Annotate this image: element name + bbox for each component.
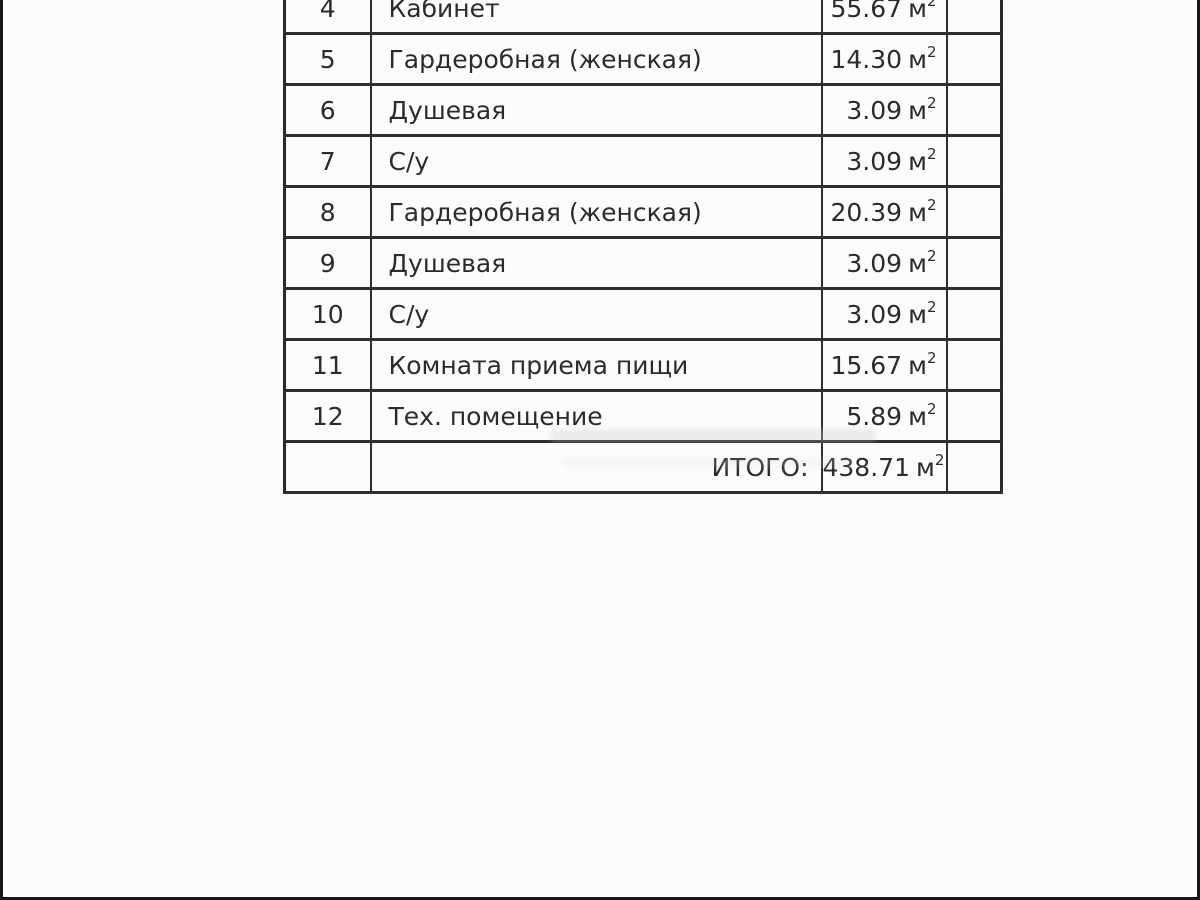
area-value: 3.09	[846, 146, 903, 176]
room-name-cell: С/у	[369, 287, 823, 341]
empty-cell	[945, 338, 1003, 392]
table-row: 10 С/у 3.09 м2	[283, 287, 1003, 341]
total-area-cell: 438.71 м2	[820, 440, 948, 494]
room-number-cell: 6	[283, 83, 372, 137]
area-value: 5.89	[846, 401, 903, 431]
area-unit-superscript: 2	[926, 0, 937, 11]
room-area-cell: 3.09 м2	[820, 83, 948, 137]
area-value: 438.71	[822, 452, 910, 482]
room-area-table: 4 Кабинет 55.67 м2 5 Гардеробная (женская…	[283, 0, 1003, 494]
area-unit: м	[908, 44, 927, 74]
room-name-cell: Гардеробная (женская)	[369, 32, 823, 86]
area-value: 15.67	[830, 350, 903, 380]
area-value: 3.09	[846, 299, 903, 329]
room-number-cell: 10	[283, 287, 372, 341]
area-unit-superscript: 2	[926, 196, 937, 215]
area-unit-superscript: 2	[926, 298, 937, 317]
table-row-total: ИТОГО: 438.71 м2	[283, 440, 1003, 494]
area-unit-superscript: 2	[926, 94, 937, 113]
table-row: 11 Комната приема пищи 15.67 м2	[283, 338, 1003, 392]
table-row: 7 С/у 3.09 м2	[283, 134, 1003, 188]
area-value: 20.39	[830, 197, 903, 227]
room-name-cell: Душевая	[369, 83, 823, 137]
empty-cell	[945, 389, 1003, 443]
area-unit: м	[908, 401, 927, 431]
area-value: 55.67	[830, 0, 903, 23]
room-area-cell: 15.67 м2	[820, 338, 948, 392]
room-name-cell: Душевая	[369, 236, 823, 290]
room-number-cell: 8	[283, 185, 372, 239]
table-row: 6 Душевая 3.09 м2	[283, 83, 1003, 137]
table-row: 12 Тех. помещение 5.89 м2	[283, 389, 1003, 443]
room-area-cell: 3.09 м2	[820, 236, 948, 290]
table-row: 4 Кабинет 55.67 м2	[283, 0, 1003, 35]
empty-cell	[945, 134, 1003, 188]
room-name-cell: Кабинет	[369, 0, 823, 35]
total-label-cell: ИТОГО:	[369, 440, 823, 494]
area-unit-superscript: 2	[926, 247, 937, 266]
area-unit-superscript: 2	[926, 145, 937, 164]
area-unit-superscript: 2	[934, 451, 945, 470]
area-unit: м	[908, 197, 927, 227]
empty-cell	[945, 236, 1003, 290]
room-number-cell: 5	[283, 32, 372, 86]
room-number-cell: 11	[283, 338, 372, 392]
room-area-cell: 5.89 м2	[820, 389, 948, 443]
room-name-cell: Тех. помещение	[369, 389, 823, 443]
area-unit-superscript: 2	[926, 43, 937, 62]
area-value: 3.09	[846, 248, 903, 278]
table-row: 5 Гардеробная (женская) 14.30 м2	[283, 32, 1003, 86]
area-unit: м	[908, 350, 927, 380]
area-unit: м	[908, 95, 927, 125]
area-unit-superscript: 2	[926, 349, 937, 368]
empty-cell	[945, 0, 1003, 35]
area-value: 3.09	[846, 95, 903, 125]
empty-cell	[945, 32, 1003, 86]
table-row: 8 Гардеробная (женская) 20.39 м2	[283, 185, 1003, 239]
area-unit-superscript: 2	[926, 400, 937, 419]
area-unit: м	[908, 299, 927, 329]
room-area-cell: 3.09 м2	[820, 287, 948, 341]
room-name-cell: Гардеробная (женская)	[369, 185, 823, 239]
room-area-cell: 3.09 м2	[820, 134, 948, 188]
room-number-cell: 4	[283, 0, 372, 35]
area-value: 14.30	[830, 44, 903, 74]
room-area-cell: 20.39 м2	[820, 185, 948, 239]
room-number-cell	[283, 440, 372, 494]
empty-cell	[945, 287, 1003, 341]
room-area-cell: 55.67 м2	[820, 0, 948, 35]
empty-cell	[945, 83, 1003, 137]
empty-cell	[945, 440, 1003, 494]
area-unit: м	[908, 146, 927, 176]
table-row: 9 Душевая 3.09 м2	[283, 236, 1003, 290]
room-name-cell: С/у	[369, 134, 823, 188]
area-unit: м	[908, 248, 927, 278]
area-unit: м	[908, 0, 927, 23]
room-number-cell: 12	[283, 389, 372, 443]
area-unit: м	[915, 452, 935, 482]
room-number-cell: 9	[283, 236, 372, 290]
empty-cell	[945, 185, 1003, 239]
room-name-cell: Комната приема пищи	[369, 338, 823, 392]
room-area-cell: 14.30 м2	[820, 32, 948, 86]
room-number-cell: 7	[283, 134, 372, 188]
